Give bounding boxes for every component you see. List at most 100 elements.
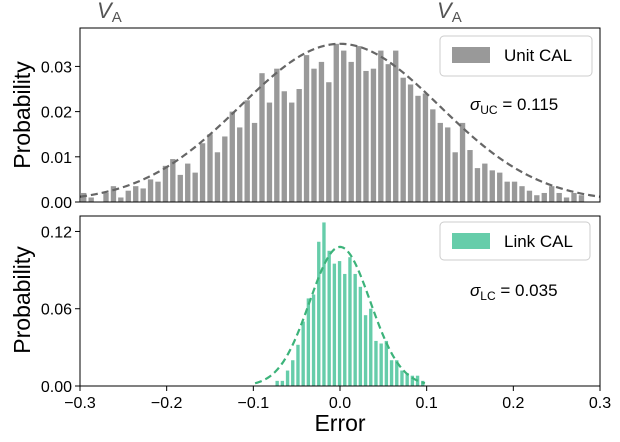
unit-cal-legend-label: Unit CAL — [504, 46, 572, 65]
unit-cal-bar — [274, 68, 280, 203]
link-cal-bar — [285, 370, 290, 386]
unit-cal-y-axis-label: Probability — [9, 61, 35, 169]
unit-cal-bar — [170, 159, 176, 202]
unit-cal-bar — [296, 89, 302, 202]
unit-cal-bar — [177, 174, 183, 202]
unit-cal-legend: Unit CAL — [439, 35, 593, 77]
unit-cal-bar — [341, 50, 347, 202]
unit-cal-bar — [489, 170, 495, 202]
link-cal-bar — [291, 360, 295, 386]
unit-cal-bar — [289, 102, 295, 202]
link-cal-bar — [332, 263, 337, 386]
unit-cal-sigma-annotation: σUC = 0.115 — [470, 95, 558, 117]
link-cal-y-tick-label: 0.00 — [41, 379, 72, 396]
header-right-label: VA — [437, 0, 462, 26]
unit-cal-y-tick-label: 0.00 — [41, 195, 72, 212]
unit-cal-bar — [237, 127, 243, 202]
unit-cal-bar — [430, 109, 436, 202]
link-cal-bar — [317, 241, 321, 386]
unit-cal-bar — [437, 122, 443, 202]
unit-cal-bar — [370, 68, 377, 203]
unit-cal-bar — [578, 195, 585, 202]
x-tick-label: −0.3 — [64, 395, 96, 412]
link-cal-bar — [296, 344, 300, 386]
unit-cal-bar — [199, 143, 206, 202]
link-cal-bar — [410, 375, 415, 386]
unit-cal-bar — [445, 127, 451, 202]
unit-cal-bar — [333, 43, 339, 202]
unit-cal-y-tick-label: 0.03 — [41, 59, 72, 76]
unit-cal-bar — [467, 150, 473, 202]
unit-cal-bar — [125, 190, 131, 202]
x-tick-label: 0.2 — [502, 395, 524, 412]
link-cal-bar — [395, 360, 399, 386]
link-cal-bar — [374, 340, 378, 386]
unit-cal-bar — [415, 95, 421, 202]
link-cal-legend-swatch — [452, 233, 490, 249]
unit-cal-bar — [355, 46, 362, 202]
unit-cal-legend-box — [439, 35, 593, 77]
header-left-sub: A — [112, 9, 122, 26]
link-cal-panel: 0.00 0.06 0.12 −0.3 −0.2 −0.1 0.0 0.1 0.2 0.3 Pr… — [9, 215, 611, 436]
unit-cal-bar — [363, 70, 369, 202]
x-tick-label: −0.1 — [238, 395, 270, 412]
link-cal-bar — [343, 273, 347, 386]
unit-cal-bar — [534, 195, 540, 202]
x-tick-label: 0.0 — [329, 395, 351, 412]
unit-cal-bar — [81, 192, 87, 202]
unit-cal-bar — [497, 172, 503, 202]
unit-cal-panel: 0.00 0.01 0.02 0.03 Probability Unit CAL σU… — [9, 27, 601, 212]
unit-cal-bar — [541, 192, 547, 202]
x-tick-label: 0.1 — [416, 395, 438, 412]
header-left-label: VA — [97, 0, 122, 26]
link-cal-bar — [353, 273, 357, 386]
link-cal-bar — [363, 315, 368, 386]
unit-cal-bar — [549, 186, 555, 202]
x-axis-ticks: −0.3 −0.2 −0.1 0.0 0.1 0.2 0.3 — [64, 386, 611, 412]
unit-cal-bar — [526, 190, 533, 202]
unit-cal-bar — [378, 50, 384, 202]
unit-cal-bar — [162, 165, 169, 202]
unit-cal-bar — [118, 197, 124, 202]
unit-cal-bar — [251, 122, 258, 202]
unit-cal-bar — [140, 188, 146, 202]
header-right-sub: A — [452, 9, 462, 26]
unit-cal-bar — [474, 168, 481, 202]
unit-cal-bar — [281, 91, 287, 202]
unit-cal-bar — [407, 84, 414, 202]
link-cal-bars — [275, 222, 425, 386]
link-cal-bar — [327, 250, 331, 386]
unit-cal-bar — [422, 93, 429, 202]
unit-cal-bar — [88, 197, 94, 202]
link-cal-legend: Link CAL — [439, 221, 591, 261]
unit-cal-bars — [81, 43, 585, 203]
unit-cal-bar — [259, 73, 265, 202]
link-cal-legend-box — [439, 221, 591, 261]
unit-cal-bar — [244, 100, 250, 202]
unit-cal-bar — [214, 152, 221, 202]
link-cal-bar — [405, 373, 409, 386]
unit-cal-bar — [133, 186, 139, 202]
unit-cal-bar — [563, 197, 570, 202]
unit-cal-bar — [192, 172, 198, 202]
link-cal-fit-curve — [254, 245, 426, 385]
link-cal-bar — [306, 298, 311, 386]
link-cal-y-axis-label: Probability — [9, 246, 35, 354]
unit-cal-bar — [511, 181, 518, 202]
link-cal-bar — [275, 380, 279, 386]
unit-cal-bar — [318, 61, 325, 203]
unit-cal-bar — [207, 134, 213, 202]
unit-cal-bar — [348, 61, 354, 203]
link-cal-legend-label: Link CAL — [504, 232, 573, 251]
link-cal-bar — [358, 286, 363, 386]
unit-cal-bar — [311, 68, 317, 203]
unit-cal-legend-swatch — [452, 47, 490, 63]
unit-cal-bar — [452, 152, 458, 202]
link-cal-bar — [384, 340, 389, 386]
x-axis-label: Error — [314, 410, 365, 436]
unit-cal-bar — [326, 82, 332, 202]
link-cal-bar — [322, 222, 326, 386]
unit-cal-bar — [147, 179, 154, 202]
unit-cal-y-tick-label: 0.01 — [41, 150, 72, 167]
link-cal-bar — [311, 294, 316, 386]
